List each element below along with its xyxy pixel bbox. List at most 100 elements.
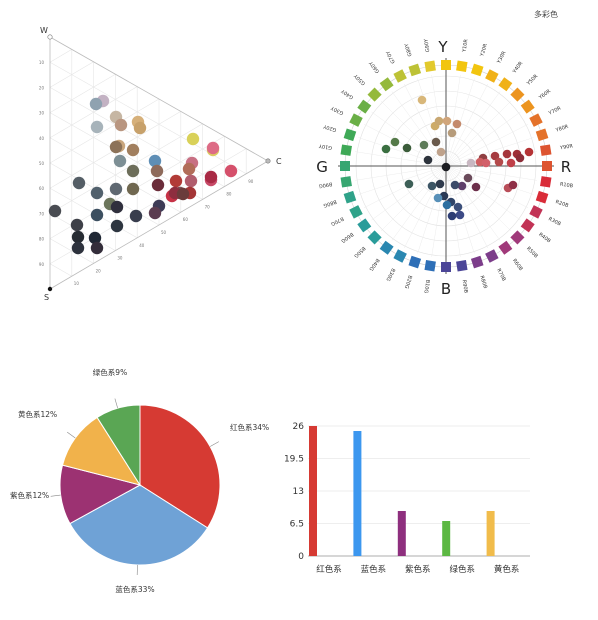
nsc-color-triangle: 10 10 20 20 30 30 40 40 50 50 60 60 70 70 80 80 90 90 W C S [39,26,282,302]
polar-grid-spoke [363,165,447,208]
color-sample-point [224,164,238,178]
hue-tick-label: R40B [537,232,552,245]
tick-label: 90 [39,262,45,267]
polar-grid-spoke [380,100,447,167]
hue-tick-label: Y80R [554,124,570,134]
polar-grid-spoke [445,165,529,208]
tick-label: 30 [117,256,123,261]
y-tick-label: 19.5 [284,455,304,465]
bar [397,511,406,556]
hue-swatch [357,99,372,114]
grid-line [49,162,160,226]
hue-label-r: R [561,158,571,176]
y-tick-label: 26 [293,422,305,432]
corner-label-s: S [44,293,49,302]
tick-label: 70 [205,204,211,209]
tick-label: 10 [39,60,45,65]
color-sample-point [471,182,481,192]
hue-swatch [470,255,484,269]
color-sample-point [206,141,220,155]
polar-grid-spoke [404,165,447,249]
hue-swatch [343,190,357,204]
color-sample-point [442,116,452,126]
x-tick-label: 红色系 [316,564,342,575]
color-sample-point [110,219,124,233]
hue-tick-label: R30B [547,216,562,228]
hue-tick-label: G20Y [322,123,337,133]
polar-grid-spoke [445,165,461,257]
polar-grid-spoke [445,75,461,167]
color-sample-point [506,158,516,168]
hue-swatch [510,87,525,102]
pie-leader-line [209,441,220,447]
color-sample-point [436,147,446,157]
grid-line [49,98,160,164]
polar-grid-spoke [391,165,447,241]
color-sample-point [463,173,473,183]
hue-swatch [367,87,382,102]
polar-grid-spoke [431,165,447,257]
hue-swatch [408,255,422,269]
triangle-outline [49,36,269,290]
grid-line [49,73,116,113]
pie-slice [59,464,142,525]
pie-slice [61,416,142,486]
tick-label: 70 [39,211,45,216]
hue-tick-label: B70G [330,215,345,227]
grid-line [49,263,72,277]
polar-grid-spoke [445,165,521,221]
hue-swatch [510,230,525,245]
color-sample-point [427,181,437,191]
hue-swatch [529,113,543,127]
hue-tick-label: G50Y [353,72,367,86]
polar-grid-spoke [445,165,501,241]
color-sample-point [151,178,165,192]
chromatic-corner-marker [265,158,271,164]
hue-tick-label: Y10R [461,38,469,53]
color-sample-point [419,140,429,150]
pie-slice [96,404,141,487]
hue-tick-label: B80G [322,198,337,208]
hue-swatch [340,161,350,171]
color-sample-point [71,241,85,255]
pie-leader-line [50,494,61,497]
tick-label: 20 [96,268,102,273]
pie-slice-label: 蓝色系33% [115,584,154,594]
tick-label: 40 [139,243,145,248]
bar [486,511,495,556]
pie-slice-label: 黄色系12% [18,409,57,419]
hue-swatch [340,176,352,188]
polar-grid-spoke [445,165,534,195]
grid-line [49,49,72,63]
y-tick-label: 6.5 [290,520,304,530]
hue-tick-label: Y60R [537,88,552,101]
color-sample-point [109,140,123,154]
color-sample-point [148,154,162,168]
color-sample-point [447,128,457,138]
color-sample-point [126,143,140,157]
hue-swatch [485,249,499,263]
color-sample-point [114,118,128,132]
tick-label: 50 [161,230,167,235]
pie-slice-label: 紫色系12% [10,490,49,500]
hue-tick-label: B20G [403,274,413,289]
color-sample-point [447,211,457,221]
tick-label: 20 [39,85,45,90]
hue-tick-label: G40Y [340,87,355,100]
polar-grid-spoke [445,165,512,232]
hue-swatch [498,77,513,92]
color-sample-point [515,153,525,163]
color-sample-point [186,132,200,146]
color-sample-point [442,200,452,210]
hue-tick-label: G90Y [423,37,431,52]
bar [353,431,362,556]
bar [309,426,317,556]
color-sample-point [70,218,84,232]
color-sample-point [129,209,143,223]
color-sample-point [433,193,443,203]
color-sample-point [417,95,427,105]
polar-grid-spoke [445,165,488,249]
color-sample-point [72,176,86,190]
grid-line [49,213,116,251]
polar-grid-spoke [371,111,447,167]
